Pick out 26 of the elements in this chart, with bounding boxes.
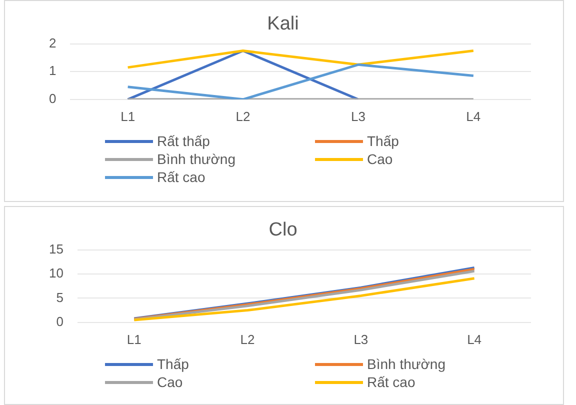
x-tick-label: L2 [240,332,255,347]
x-tick-label: L4 [467,332,482,347]
legend-label: Rất cao [157,169,206,185]
y-tick-label: 1 [48,63,56,78]
y-tick-label: 5 [56,290,64,305]
legend-label: Cao [367,151,393,167]
x-tick-label: L3 [354,332,368,347]
legend-label: Thấp [367,133,399,149]
x-tick-label: L2 [236,108,250,124]
y-tick-label: 2 [48,35,56,50]
y-tick-label: 10 [48,266,64,281]
legend-label: Rất cao [367,374,416,390]
x-tick-label: L3 [350,108,366,124]
y-tick-label: 0 [56,314,64,329]
legend-label: Cao [157,374,183,390]
x-tick-label: L1 [126,332,142,347]
x-tick-label: L4 [466,108,481,124]
x-tick-label: L1 [120,108,136,124]
legend-label: Bình thường [157,151,236,167]
y-tick-label: 15 [48,241,64,256]
legend-label: Bình thường [367,356,446,372]
y-tick-label: 0 [48,90,56,106]
legend-label: Rất thấp [157,133,210,149]
legend-label: Thấp [157,356,189,372]
chart-title: Clo [268,220,298,241]
chart-title: Kali [267,14,299,35]
